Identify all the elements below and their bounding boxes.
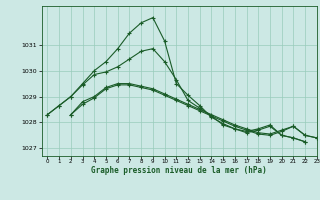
X-axis label: Graphe pression niveau de la mer (hPa): Graphe pression niveau de la mer (hPa) [91, 166, 267, 175]
